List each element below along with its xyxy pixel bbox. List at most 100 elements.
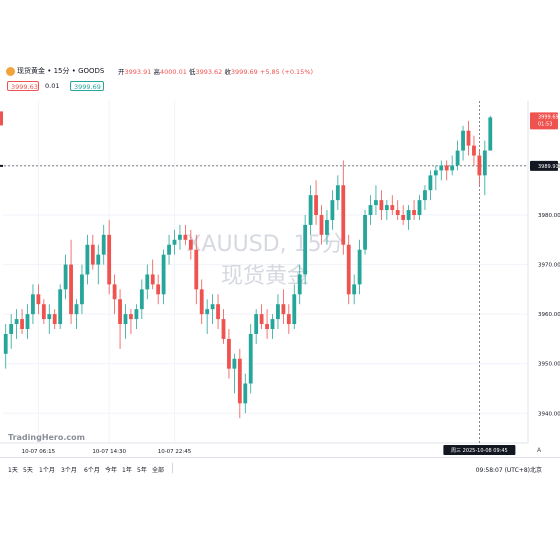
candle-down	[466, 130, 471, 146]
candle-up	[352, 284, 357, 295]
candle-up	[428, 175, 433, 191]
candle-up	[248, 333, 253, 384]
candle-up	[167, 244, 171, 255]
watermark-name: 现货黄金	[221, 264, 309, 289]
candle-up	[384, 205, 389, 211]
range-1d-button[interactable]: 1天	[8, 467, 18, 474]
candle-up	[47, 314, 52, 320]
range-5y-button[interactable]: 5年	[137, 467, 147, 474]
candle-down	[36, 294, 41, 305]
candle-up	[178, 234, 182, 240]
candle-down	[107, 234, 112, 285]
candle-up	[297, 274, 302, 295]
candle-down	[112, 284, 117, 300]
candle-down	[20, 319, 24, 329]
candle-down	[346, 244, 351, 295]
candlestick-chart[interactable]: 3990.003980.003970.003960.003950.003940.…	[0, 61, 560, 457]
close-value: 3999.69	[230, 68, 258, 76]
range-all-button[interactable]: 全部	[152, 467, 165, 474]
candle-down	[390, 205, 395, 211]
change-value: +5.85 (+0.15%)	[259, 68, 314, 76]
bar-countdown-label: 01:53	[538, 121, 552, 127]
candle-up	[205, 309, 210, 315]
candle-up	[3, 333, 8, 354]
candle-up	[374, 200, 378, 206]
candle-up	[406, 210, 411, 220]
candle-down	[477, 155, 482, 176]
candle-up	[325, 219, 329, 235]
candle-down	[237, 358, 242, 404]
timezone-clock[interactable]: 09:58:07 (UTC+8)北京	[475, 467, 542, 474]
range-1m-button[interactable]: 1个月	[39, 467, 55, 474]
candle-down	[412, 210, 416, 215]
candle-down	[314, 195, 318, 215]
candle-down	[319, 215, 324, 235]
range-ytd-button[interactable]: 今年	[105, 467, 118, 474]
current-price-label: 3999.69	[538, 114, 559, 120]
candle-up	[303, 224, 308, 275]
candle-up	[134, 309, 139, 320]
range-3m-button[interactable]: 3个月	[61, 467, 77, 474]
candle-up	[254, 314, 259, 334]
sell-price-button[interactable]: 3999.63	[7, 81, 39, 91]
price-tick-label: 3950.00	[538, 362, 560, 368]
candle-up	[423, 190, 427, 201]
time-tick-label: 10-07 14:30	[92, 449, 126, 455]
candle-up	[357, 249, 362, 285]
candle-up	[123, 314, 128, 325]
candle-up	[96, 254, 101, 265]
candle-up	[368, 205, 373, 215]
candle-up	[14, 319, 19, 325]
candle-down	[156, 284, 161, 295]
gold-symbol-icon	[6, 67, 15, 76]
candle-up	[439, 165, 444, 171]
candle-down	[129, 314, 133, 320]
candle-up	[433, 170, 438, 176]
candle-up	[335, 185, 340, 201]
candle-down	[183, 234, 188, 240]
candle-down	[286, 314, 291, 325]
candle-up	[330, 200, 335, 220]
range-1y-button[interactable]: 1年	[122, 467, 132, 474]
time-tick-label: 10-07 22:45	[158, 449, 192, 455]
left-crosshair-marker	[0, 164, 3, 167]
candle-down	[259, 314, 264, 325]
candle-down	[401, 215, 406, 220]
open-key: 开	[118, 68, 125, 76]
trading-chart-widget: 3990.003980.003970.003960.003950.003940.…	[0, 61, 560, 480]
close-key: 收	[224, 68, 231, 76]
high-value: 4000.01	[159, 68, 187, 76]
toolbar-divider	[172, 463, 173, 473]
crosshair-time-label: 周三 2025-10-08 09:45	[451, 448, 508, 454]
buy-price-button[interactable]: 3999.69	[70, 81, 104, 91]
candle-down	[395, 210, 400, 215]
candle-up	[145, 274, 150, 290]
crosshair-price-label: 3989.91	[538, 164, 559, 170]
range-6m-button[interactable]: 6个月	[84, 467, 100, 474]
range-toolbar: 1天 5天 1个月 3个月 6个月 今年 1年 5年 全部 09:58:07 (…	[0, 457, 560, 480]
candle-up	[308, 195, 313, 225]
candle-down	[150, 274, 155, 285]
candle-up	[482, 150, 487, 176]
candle-down	[69, 264, 73, 315]
candle-up	[139, 289, 144, 310]
current-price-tag	[530, 112, 558, 130]
candle-up	[455, 150, 460, 166]
range-5d-button[interactable]: 5天	[23, 467, 33, 474]
symbol-title[interactable]: 现货黄金 • 15分 • GOODS	[17, 67, 105, 75]
candle-up	[243, 383, 248, 404]
candle-down	[444, 165, 449, 171]
candle-up	[461, 130, 465, 151]
candle-down	[265, 324, 269, 329]
auto-scale-button[interactable]: A	[537, 447, 542, 454]
candle-up	[292, 294, 297, 325]
candle-up	[488, 117, 493, 151]
time-tick-label: 10-07 06:15	[22, 449, 56, 455]
candle-up	[276, 304, 280, 320]
candle-down	[379, 200, 384, 211]
ohlc-legend: 开3993.91 高4000.01 低3993.62 收3999.69 +5.8…	[118, 66, 313, 76]
candle-up	[9, 324, 14, 334]
price-tick-label: 3970.00	[538, 263, 560, 269]
crosshair-price-tag	[530, 160, 558, 171]
candle-up	[417, 200, 422, 215]
